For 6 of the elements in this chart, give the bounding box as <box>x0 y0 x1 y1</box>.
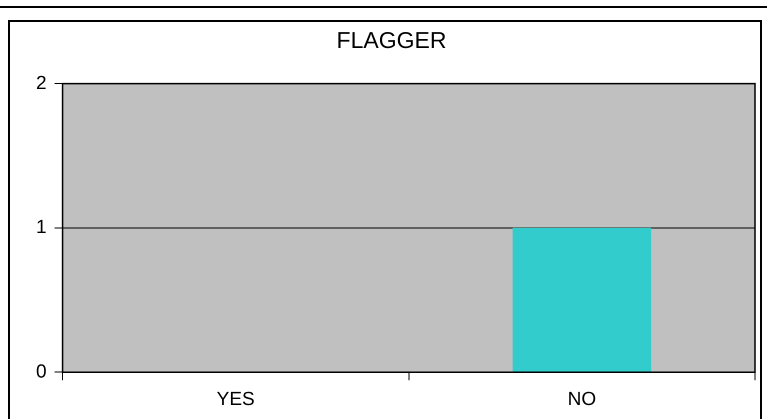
chart-title: FLAGGER <box>336 27 446 54</box>
y-tick-label: 1 <box>36 217 47 238</box>
y-tick-label: 2 <box>36 72 47 94</box>
y-tick-label: 0 <box>36 361 47 382</box>
x-tick-label: NO <box>568 388 596 410</box>
x-tick-label: YES <box>216 388 255 410</box>
